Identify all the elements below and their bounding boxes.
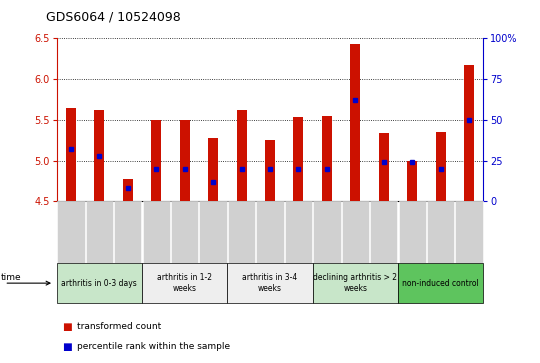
- Bar: [350, 44, 360, 201]
- Bar: [208, 138, 218, 201]
- Text: declining arthritis > 2
weeks: declining arthritis > 2 weeks: [313, 273, 397, 293]
- Text: transformed count: transformed count: [77, 322, 161, 331]
- Bar: [123, 179, 133, 201]
- Bar: [436, 132, 446, 201]
- Text: arthritis in 1-2
weeks: arthritis in 1-2 weeks: [157, 273, 212, 293]
- Bar: [464, 65, 474, 201]
- Bar: [322, 116, 332, 201]
- Bar: [66, 107, 76, 201]
- Bar: [151, 120, 161, 201]
- Bar: [265, 140, 275, 201]
- Text: time: time: [1, 273, 22, 282]
- Bar: [293, 117, 303, 201]
- Text: ■: ■: [62, 342, 72, 352]
- Text: ■: ■: [62, 322, 72, 332]
- Text: arthritis in 3-4
weeks: arthritis in 3-4 weeks: [242, 273, 298, 293]
- Text: arthritis in 0-3 days: arthritis in 0-3 days: [62, 279, 137, 287]
- Text: GDS6064 / 10524098: GDS6064 / 10524098: [46, 11, 181, 24]
- Bar: [379, 133, 389, 201]
- Bar: [237, 110, 247, 201]
- Bar: [94, 110, 104, 201]
- Text: percentile rank within the sample: percentile rank within the sample: [77, 342, 231, 351]
- Text: non-induced control: non-induced control: [402, 279, 479, 287]
- Bar: [407, 160, 417, 201]
- Bar: [180, 120, 190, 201]
